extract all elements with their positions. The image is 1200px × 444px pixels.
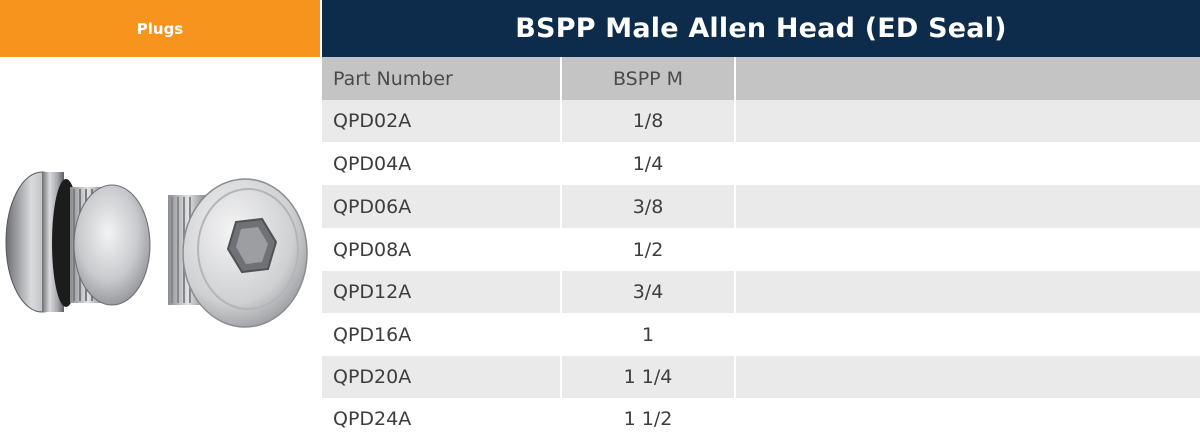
bspp-size-cell: 1 1/4 — [562, 356, 736, 398]
part-number-cell: QPD08A — [322, 228, 562, 271]
part-number-cell: QPD24A — [322, 398, 562, 440]
category-tab-plugs[interactable]: Plugs — [0, 0, 320, 57]
column-header-bspp-m: BSPP M — [562, 57, 736, 100]
parts-table: Part Number BSPP M QPD02A 1/8 QPD04A 1/4… — [322, 57, 1200, 440]
empty-cell — [736, 185, 1200, 228]
bspp-size-cell: 3/4 — [562, 271, 736, 313]
bspp-size-cell: 1 — [562, 313, 736, 356]
table-row: QPD12A 3/4 — [322, 271, 1200, 313]
product-title-bar: BSPP Male Allen Head (ED Seal) — [322, 0, 1200, 57]
empty-cell — [736, 356, 1200, 398]
part-number-cell: QPD12A — [322, 271, 562, 313]
bspp-size-cell: 1/8 — [562, 100, 736, 142]
left-plug — [5, 171, 151, 313]
bspp-size-cell: 3/8 — [562, 185, 736, 228]
empty-cell — [736, 398, 1200, 440]
empty-cell — [736, 271, 1200, 313]
bspp-size-cell: 1 1/2 — [562, 398, 736, 440]
table-row: QPD04A 1/4 — [322, 142, 1200, 185]
table-row: QPD02A 1/8 — [322, 100, 1200, 142]
table-row: QPD06A 3/8 — [322, 185, 1200, 228]
table-row: QPD20A 1 1/4 — [322, 356, 1200, 398]
part-number-cell: QPD20A — [322, 356, 562, 398]
table-row: QPD24A 1 1/2 — [322, 398, 1200, 440]
part-number-cell: QPD16A — [322, 313, 562, 356]
part-number-cell: QPD02A — [322, 100, 562, 142]
bspp-size-cell: 1/2 — [562, 228, 736, 271]
right-plug — [168, 178, 308, 328]
table-row: QPD16A 1 — [322, 313, 1200, 356]
empty-cell — [736, 228, 1200, 271]
empty-cell — [736, 313, 1200, 356]
table-header-row: Part Number BSPP M — [322, 57, 1200, 100]
column-header-part-number: Part Number — [322, 57, 562, 100]
empty-cell — [736, 100, 1200, 142]
category-label: Plugs — [136, 19, 184, 38]
product-image — [0, 57, 322, 440]
column-header-empty — [736, 57, 1200, 100]
table-row: QPD08A 1/2 — [322, 228, 1200, 271]
empty-cell — [736, 142, 1200, 185]
part-number-cell: QPD06A — [322, 185, 562, 228]
part-number-cell: QPD04A — [322, 142, 562, 185]
bspp-size-cell: 1/4 — [562, 142, 736, 185]
plugs-photo — [5, 171, 308, 328]
page-title: BSPP Male Allen Head (ED Seal) — [515, 13, 1007, 44]
